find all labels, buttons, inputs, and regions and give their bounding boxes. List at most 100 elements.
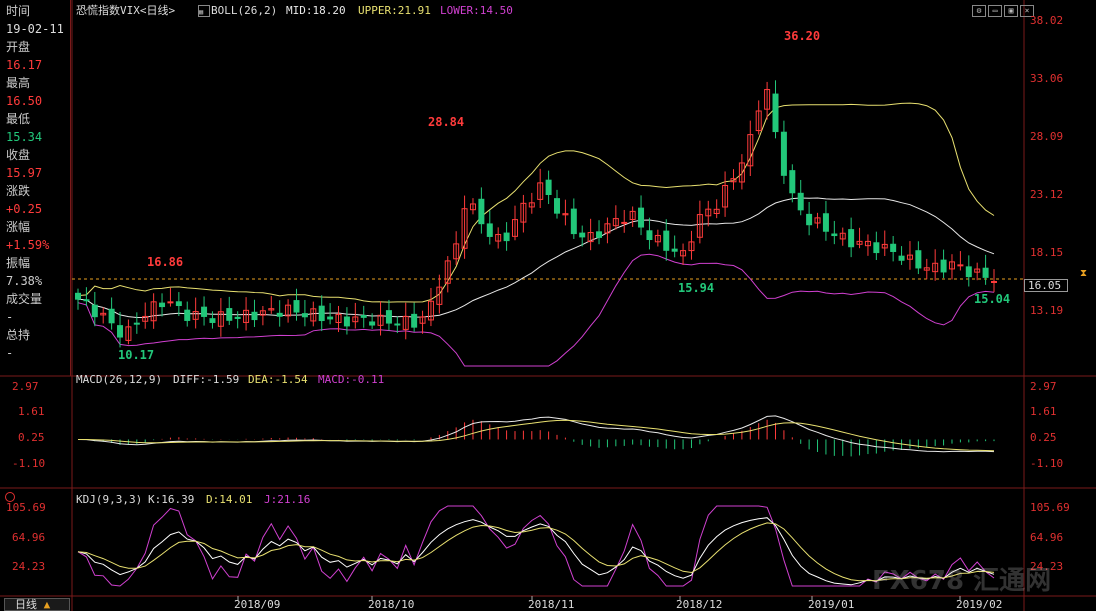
change-label: 涨跌 [6,184,31,198]
candle-body [427,300,434,321]
candle-body [469,203,476,211]
price-tick: 38.02 [1030,14,1064,27]
candle-body [352,316,359,323]
candle-body [100,312,107,316]
candle-body [747,134,754,167]
candle-body [596,231,603,238]
close-label: 收盘 [6,148,31,162]
candle-body [150,301,157,322]
kdj-tick-right: 24.23 [1030,560,1064,573]
candle-body [537,182,544,200]
close-icon[interactable]: × [1020,5,1034,17]
candle-body [974,268,981,273]
period-button[interactable]: 日线 ▲ [4,598,70,611]
restore-icon[interactable]: ▣ [1004,5,1018,17]
candle-body [243,309,250,323]
candle-body [957,264,964,267]
candle-body [528,202,535,208]
candle-body [419,316,426,324]
kdj-settings-icon[interactable] [5,492,15,502]
candle-body [797,192,804,211]
vol-label: 成交量 [6,292,43,306]
boll-label: BOLL(26,2) [211,4,278,17]
price-marker-icon: ⧗ [1080,268,1088,279]
candle-body [755,110,762,132]
indicator-icon[interactable]: ▦ [198,5,210,17]
minimize-icon[interactable]: ▭ [988,5,1002,17]
candle-body [318,305,325,322]
candle-body [209,318,216,323]
candle-body [486,223,493,237]
annotation-low: 15.94 [678,281,715,295]
candle-body [268,308,275,311]
low-value: 15.34 [6,130,43,144]
candle-body [629,210,636,220]
candle-body [806,213,813,226]
high-value: 16.50 [6,94,43,108]
candle-body [369,321,376,326]
candle-body [226,308,233,321]
candle-body [175,301,182,307]
candle-body [125,326,132,341]
candle-body [554,198,561,214]
x-tick: 2019/01 [808,598,855,611]
annotation-high: 36.20 [784,29,821,43]
kdj-d: D:14.01 [206,493,253,506]
candle-body [108,308,115,324]
macd-tick-left: 2.97 [12,380,39,393]
candle-body [184,309,191,321]
annotation-high: 28.84 [428,115,465,129]
macd-tick-left: -1.10 [12,457,46,470]
candle-body [638,207,645,228]
candle-body [503,232,510,242]
candle-body [873,242,880,254]
candle-body [75,292,81,300]
candle-body [864,240,871,247]
candle-body [293,300,300,313]
settings-icon[interactable]: ⚙ [972,5,986,17]
price-tick: 23.12 [1030,188,1064,201]
candle-body [444,260,451,284]
macd-tick-left: 1.61 [18,405,45,418]
price-tick: 13.19 [1030,304,1064,317]
kdj-k: K:16.39 [148,493,195,506]
boll-upper-line [77,102,995,303]
candle-body [814,217,821,224]
candle-body [621,221,628,224]
amp-value: 7.38% [6,274,43,288]
candle-body [789,170,796,194]
amp-label: 振幅 [6,256,31,270]
candle-body [259,310,266,316]
candle-body [680,250,687,257]
candle-body [881,243,888,249]
price-panel [72,80,1024,367]
candle-body [671,248,678,252]
kdj-tick-right: 64.96 [1030,531,1064,544]
macd-label: MACD(26,12,9) [76,373,163,386]
candle-body [856,240,863,245]
candle-body [217,311,224,327]
candle-body [915,250,922,269]
candle-body [587,232,594,243]
candle-body [234,316,241,319]
candle-body [117,325,124,338]
period-label: <日线> [139,4,176,17]
candle-body [940,259,947,273]
oi-label: 总持 [6,328,31,342]
time-label: 时间 [6,4,31,18]
candle-body [772,93,779,133]
caret-up-icon: ▲ [43,598,51,611]
candle-body [898,255,905,261]
macd-tick-left: 0.25 [18,431,45,444]
boll-lower: LOWER:14.50 [440,4,513,17]
kdj-d-line [77,522,995,582]
candle-body [385,310,392,324]
close-value: 15.97 [6,166,43,180]
macd-panel [77,415,995,457]
candle-body [301,313,308,318]
candle-body [360,315,367,318]
candle-body [402,315,409,330]
x-tick: 2018/11 [528,598,575,611]
candle-body [663,230,670,251]
